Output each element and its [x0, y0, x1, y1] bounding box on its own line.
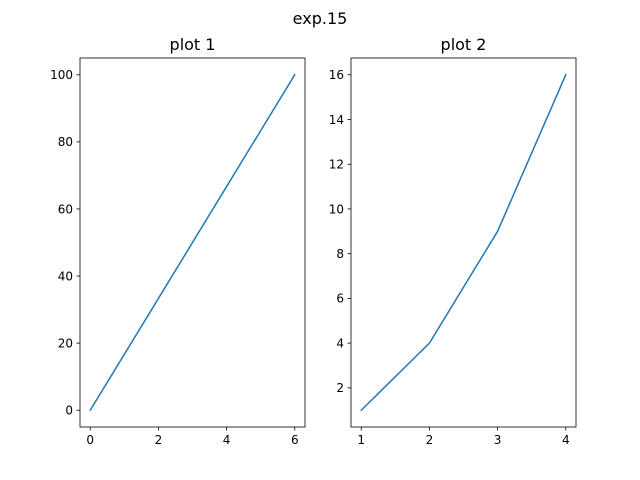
- figure-suptitle: exp.15: [293, 9, 348, 28]
- plot-1-series-line-1: [89, 73, 296, 412]
- plot-2-x-tick-label: 4: [562, 433, 570, 447]
- plot-1-x-tick-label: 2: [155, 433, 163, 447]
- plot-2-frame: [350, 57, 577, 428]
- plot-2-y-tick-label: 4: [336, 336, 344, 350]
- plot-1-x-tick-label: 0: [86, 433, 94, 447]
- plot-1-x-tick-label: 4: [223, 433, 231, 447]
- plot-1-y-tick-label: 40: [58, 269, 73, 283]
- plot-1-y-tick-label: 60: [58, 202, 73, 216]
- plot-2-y-tick-label: 12: [329, 158, 344, 172]
- plot-2-x-tick-label: 1: [357, 433, 365, 447]
- plot-2-series-line-1: [360, 73, 567, 412]
- plot-1-y-tick-label: 20: [58, 336, 73, 350]
- plot-1-title: plot 1: [170, 35, 216, 54]
- plot-2-y-tick-label: 16: [329, 68, 344, 82]
- plot-2-x-tick-label: 2: [426, 433, 434, 447]
- plot-2-y-tick-label: 10: [329, 202, 344, 216]
- plot-2-y-tick-label: 2: [336, 381, 344, 395]
- plot-1-y-tick-label: 100: [50, 68, 73, 82]
- plot-1-x-tick-label: 6: [291, 433, 299, 447]
- plot-2-y-tick-label: 14: [329, 113, 344, 127]
- plot-2-title: plot 2: [441, 35, 487, 54]
- plot-1-frame: [79, 57, 306, 428]
- plot-2-y-tick-label: 6: [336, 292, 344, 306]
- plot-2-y-tick-label: 8: [336, 247, 344, 261]
- plot-1-y-tick-label: 80: [58, 135, 73, 149]
- plot-1-y-tick-label: 0: [65, 404, 73, 418]
- plot-2-x-tick-label: 3: [494, 433, 502, 447]
